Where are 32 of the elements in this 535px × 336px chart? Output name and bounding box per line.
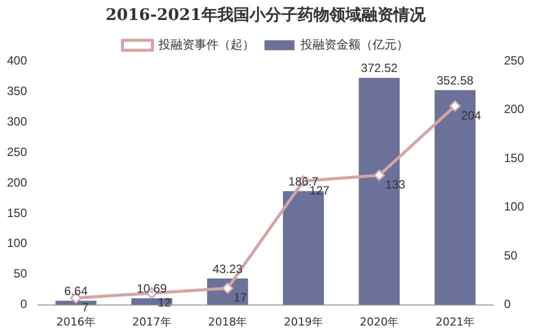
y-tick-label: 150 bbox=[6, 206, 28, 220]
x-tick-label: 2021年 bbox=[436, 315, 475, 328]
data-label: 352.58 bbox=[436, 73, 474, 88]
x-tick-label: 2019年 bbox=[284, 315, 323, 328]
y-tick-label: 350 bbox=[6, 84, 28, 98]
y2-tick-label: 200 bbox=[504, 102, 524, 116]
y2-tick-label: 50 bbox=[504, 248, 518, 262]
legend-label: 投融资金额（亿元） bbox=[300, 37, 408, 52]
data-label: 17 bbox=[234, 290, 248, 305]
y2-tick-label: 250 bbox=[504, 54, 524, 68]
y2-tick-label: 150 bbox=[504, 150, 524, 165]
point bbox=[449, 100, 461, 112]
point bbox=[373, 169, 385, 181]
chart-title: 2016-2021年我国小分子药物领域融资情况 bbox=[106, 4, 426, 24]
x-tick-label: 2016年 bbox=[56, 315, 96, 328]
y2-tick-label: 0 bbox=[504, 297, 511, 312]
y-tick-label: 0 bbox=[20, 297, 28, 312]
y2-tick-label: 100 bbox=[504, 200, 524, 214]
y-tick-label: 200 bbox=[6, 175, 28, 190]
x-tick-label: 2020年 bbox=[360, 315, 399, 328]
y-tick-label: 300 bbox=[6, 114, 28, 128]
x-tick-label: 2017年 bbox=[132, 315, 172, 328]
legend-label: 投融资事件（起） bbox=[158, 37, 254, 52]
x-tick-label: 2018年 bbox=[208, 315, 248, 328]
y-tick-label: 50 bbox=[14, 266, 28, 281]
data-label: 10.69 bbox=[136, 282, 168, 296]
data-label: 372.52 bbox=[360, 61, 398, 76]
data-label: 43.23 bbox=[212, 262, 243, 276]
data-label: 6.64 bbox=[64, 284, 88, 298]
y-tick-label: 100 bbox=[6, 236, 28, 250]
y-tick-label: 250 bbox=[6, 144, 28, 159]
y-tick-label: 400 bbox=[6, 54, 28, 68]
